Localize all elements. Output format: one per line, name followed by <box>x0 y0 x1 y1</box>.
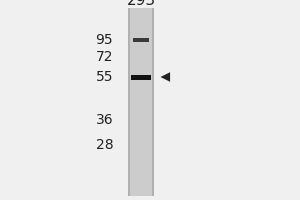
Bar <box>131 74 151 79</box>
Text: 55: 55 <box>96 70 113 84</box>
Bar <box>152 8 154 196</box>
Polygon shape <box>160 72 170 82</box>
Bar <box>128 8 130 196</box>
Text: 293: 293 <box>126 0 156 8</box>
Text: 72: 72 <box>96 50 113 64</box>
Text: 36: 36 <box>96 113 113 127</box>
Text: 95: 95 <box>96 33 113 47</box>
Text: 28: 28 <box>96 138 113 152</box>
Bar <box>133 38 149 42</box>
Bar <box>128 8 154 196</box>
